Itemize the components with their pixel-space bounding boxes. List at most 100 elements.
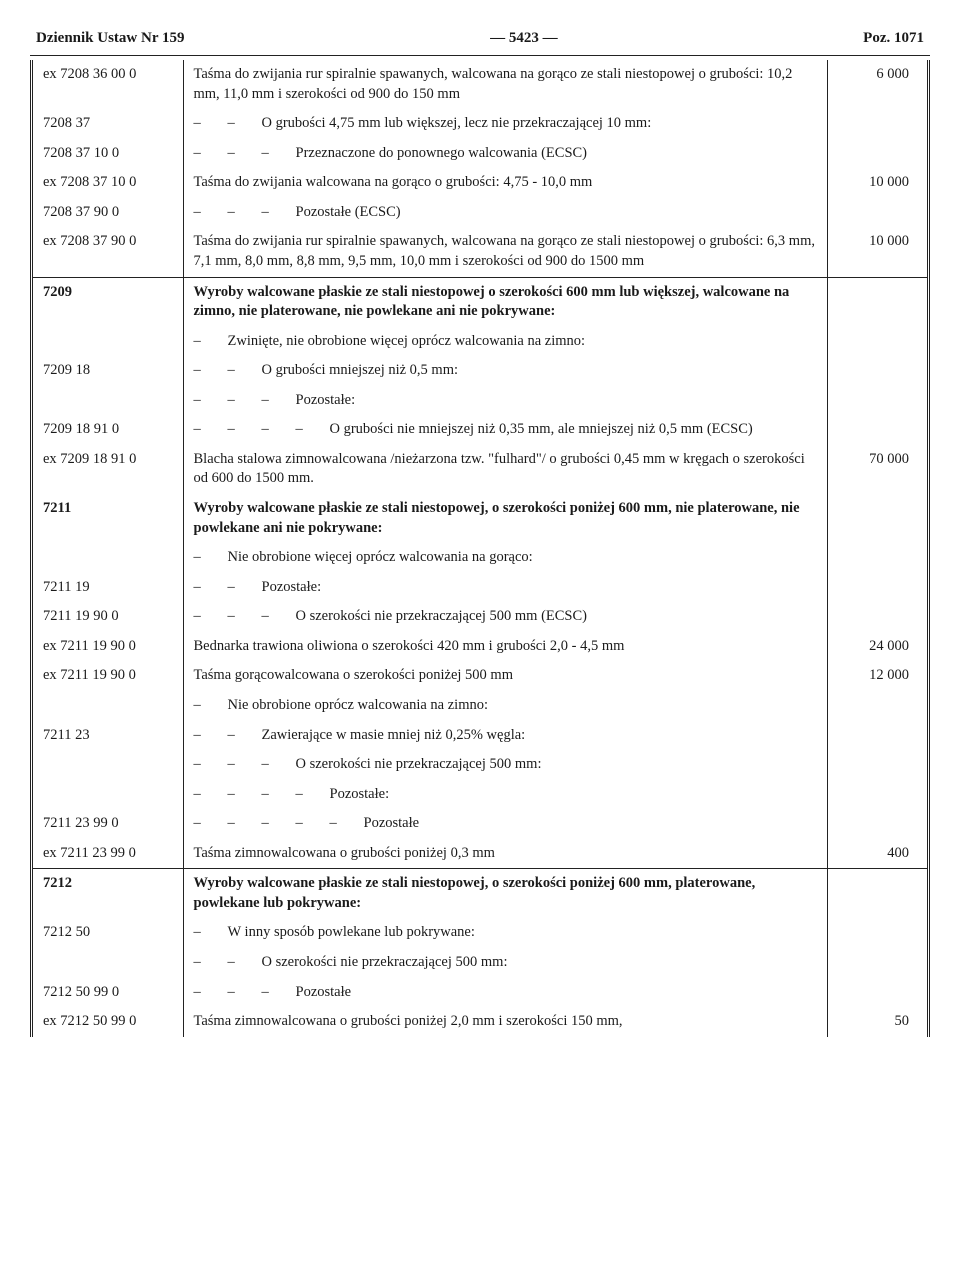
- description-cell: Taśma zimnowalcowana o grubości poniżej …: [183, 1007, 827, 1037]
- table-row: 7208 37 10 0–––Przeznaczone do ponownego…: [33, 139, 927, 169]
- code-cell: 7212 50 99 0: [33, 978, 183, 1008]
- value-cell: [827, 573, 927, 603]
- table-row: ex 7211 23 99 0Taśma zimnowalcowana o gr…: [33, 839, 927, 869]
- indent-dashes: –––: [194, 203, 296, 223]
- description-text: Taśma do zwijania walcowana na gorąco o …: [194, 173, 817, 193]
- description-text: Zawierające w masie mniej niż 0,25% węgl…: [262, 726, 817, 746]
- value-cell: [827, 869, 927, 919]
- value-cell: 400: [827, 839, 927, 869]
- value-cell: [827, 978, 927, 1008]
- value-cell: [827, 386, 927, 416]
- description-text: Pozostałe:: [262, 578, 817, 598]
- table-row: 7211 23 ––Zawierające w masie mniej niż 0…: [33, 721, 927, 751]
- description-cell: ––––O grubości nie mniejszej niż 0,35 mm…: [183, 415, 827, 445]
- description-text: Bednarka trawiona oliwiona o szerokości …: [194, 637, 817, 657]
- table-row: ––––Pozostałe:: [33, 780, 927, 810]
- indent-dashes: ––: [194, 726, 262, 746]
- description-text: Blacha stalowa zimnowalcowana /nieżarzon…: [194, 450, 817, 489]
- code-cell: [33, 327, 183, 357]
- description-cell: ––O szerokości nie przekraczającej 500 m…: [183, 948, 827, 978]
- code-cell: [33, 386, 183, 416]
- code-cell: 7211 23: [33, 721, 183, 751]
- description-text: Przeznaczone do ponownego walcowania (EC…: [296, 144, 817, 164]
- table-row: ex 7211 19 90 0Bednarka trawiona oliwion…: [33, 632, 927, 662]
- description-text: O grubości mniejszej niż 0,5 mm:: [262, 361, 817, 381]
- page-header: Dziennik Ustaw Nr 159 — 5423 — Poz. 1071: [30, 30, 930, 56]
- code-cell: ex 7208 37 90 0: [33, 227, 183, 277]
- description-text: Wyroby walcowane płaskie ze stali niesto…: [194, 499, 817, 538]
- value-cell: [827, 356, 927, 386]
- description-text: Pozostałe: [364, 814, 817, 834]
- value-cell: [827, 809, 927, 839]
- code-cell: ex 7208 37 10 0: [33, 168, 183, 198]
- description-text: Taśma zimnowalcowana o grubości poniżej …: [194, 844, 817, 864]
- value-cell: 10 000: [827, 168, 927, 198]
- description-cell: ––O grubości 4,75 mm lub większej, lecz …: [183, 109, 827, 139]
- description-cell: –Zwinięte, nie obrobione więcej oprócz w…: [183, 327, 827, 357]
- code-cell: [33, 750, 183, 780]
- description-text: Taśma gorącowalcowana o szerokości poniż…: [194, 666, 817, 686]
- indent-dashes: –––: [194, 755, 296, 775]
- description-cell: Blacha stalowa zimnowalcowana /nieżarzon…: [183, 445, 827, 494]
- indent-dashes: –: [194, 332, 228, 352]
- code-cell: 7208 37 90 0: [33, 198, 183, 228]
- description-text: Taśma do zwijania rur spiralnie spawanyc…: [194, 65, 817, 104]
- table-row: ex 7209 18 91 0 Blacha stalowa zimnowalco…: [33, 445, 927, 494]
- indent-dashes: ––––: [194, 785, 330, 805]
- description-cell: ––Pozostałe:: [183, 573, 827, 603]
- value-cell: [827, 139, 927, 169]
- description-cell: Taśma zimnowalcowana o grubości poniżej …: [183, 839, 827, 869]
- description-text: O szerokości nie przekraczającej 500 mm …: [296, 607, 817, 627]
- description-text: Taśma do zwijania rur spiralnie spawanyc…: [194, 232, 817, 271]
- table-row: 7211 Wyroby walcowane płaskie ze stali ni…: [33, 494, 927, 543]
- code-cell: ex 7209 18 91 0: [33, 445, 183, 494]
- description-cell: –––Pozostałe:: [183, 386, 827, 416]
- code-cell: 7208 37 10 0: [33, 139, 183, 169]
- indent-dashes: –––: [194, 983, 296, 1003]
- table-row: 7208 37 90 0–––Pozostałe (ECSC): [33, 198, 927, 228]
- value-cell: [827, 721, 927, 751]
- description-text: O szerokości nie przekraczającej 500 mm:: [296, 755, 817, 775]
- description-text: Wyroby walcowane płaskie ze stali niesto…: [194, 874, 817, 913]
- description-text: Nie obrobione więcej oprócz walcowania n…: [228, 548, 817, 568]
- table-row: 7208 37––O grubości 4,75 mm lub większej…: [33, 109, 927, 139]
- value-cell: [827, 750, 927, 780]
- indent-dashes: ––: [194, 114, 262, 134]
- table-row: 7211 23 99 0–––––Pozostałe: [33, 809, 927, 839]
- description-text: Nie obrobione oprócz walcowania na zimno…: [228, 696, 817, 716]
- value-cell: 10 000: [827, 227, 927, 277]
- code-cell: 7209 18 91 0: [33, 415, 183, 445]
- description-cell: Taśma do zwijania walcowana na gorąco o …: [183, 168, 827, 198]
- description-text: O szerokości nie przekraczającej 500 mm:: [262, 953, 817, 973]
- value-cell: [827, 691, 927, 721]
- description-text: Pozostałe:: [330, 785, 817, 805]
- description-text: O grubości nie mniejszej niż 0,35 mm, al…: [330, 420, 817, 440]
- table-row: ex 7208 37 90 0 Taśma do zwijania rur spi…: [33, 227, 927, 277]
- description-cell: Taśma do zwijania rur spiralnie spawanyc…: [183, 227, 827, 277]
- code-cell: 7211 19 90 0: [33, 602, 183, 632]
- description-text: O grubości 4,75 mm lub większej, lecz ni…: [262, 114, 817, 134]
- description-cell: Bednarka trawiona oliwiona o szerokości …: [183, 632, 827, 662]
- indent-dashes: –: [194, 923, 228, 943]
- code-cell: 7211 23 99 0: [33, 809, 183, 839]
- code-cell: [33, 780, 183, 810]
- code-cell: 7212: [33, 869, 183, 919]
- description-cell: ––––Pozostałe:: [183, 780, 827, 810]
- indent-dashes: –: [194, 696, 228, 716]
- code-cell: 7211 19: [33, 573, 183, 603]
- table-row: 7212 Wyroby walcowane płaskie ze stali ni…: [33, 869, 927, 919]
- description-cell: –––––Pozostałe: [183, 809, 827, 839]
- code-cell: 7211: [33, 494, 183, 543]
- description-cell: –––Przeznaczone do ponownego walcowania …: [183, 139, 827, 169]
- value-cell: [827, 494, 927, 543]
- value-cell: 12 000: [827, 661, 927, 691]
- description-cell: –––Pozostałe (ECSC): [183, 198, 827, 228]
- value-cell: [827, 327, 927, 357]
- table-row: 7212 50–W inny sposób powlekane lub pokr…: [33, 918, 927, 948]
- code-cell: ex 7211 19 90 0: [33, 661, 183, 691]
- value-cell: [827, 415, 927, 445]
- header-center: — 5423 —: [490, 30, 558, 47]
- description-cell: Wyroby walcowane płaskie ze stali niesto…: [183, 869, 827, 919]
- table-row: 7209Wyroby walcowane płaskie ze stali ni…: [33, 277, 927, 327]
- indent-dashes: –––: [194, 144, 296, 164]
